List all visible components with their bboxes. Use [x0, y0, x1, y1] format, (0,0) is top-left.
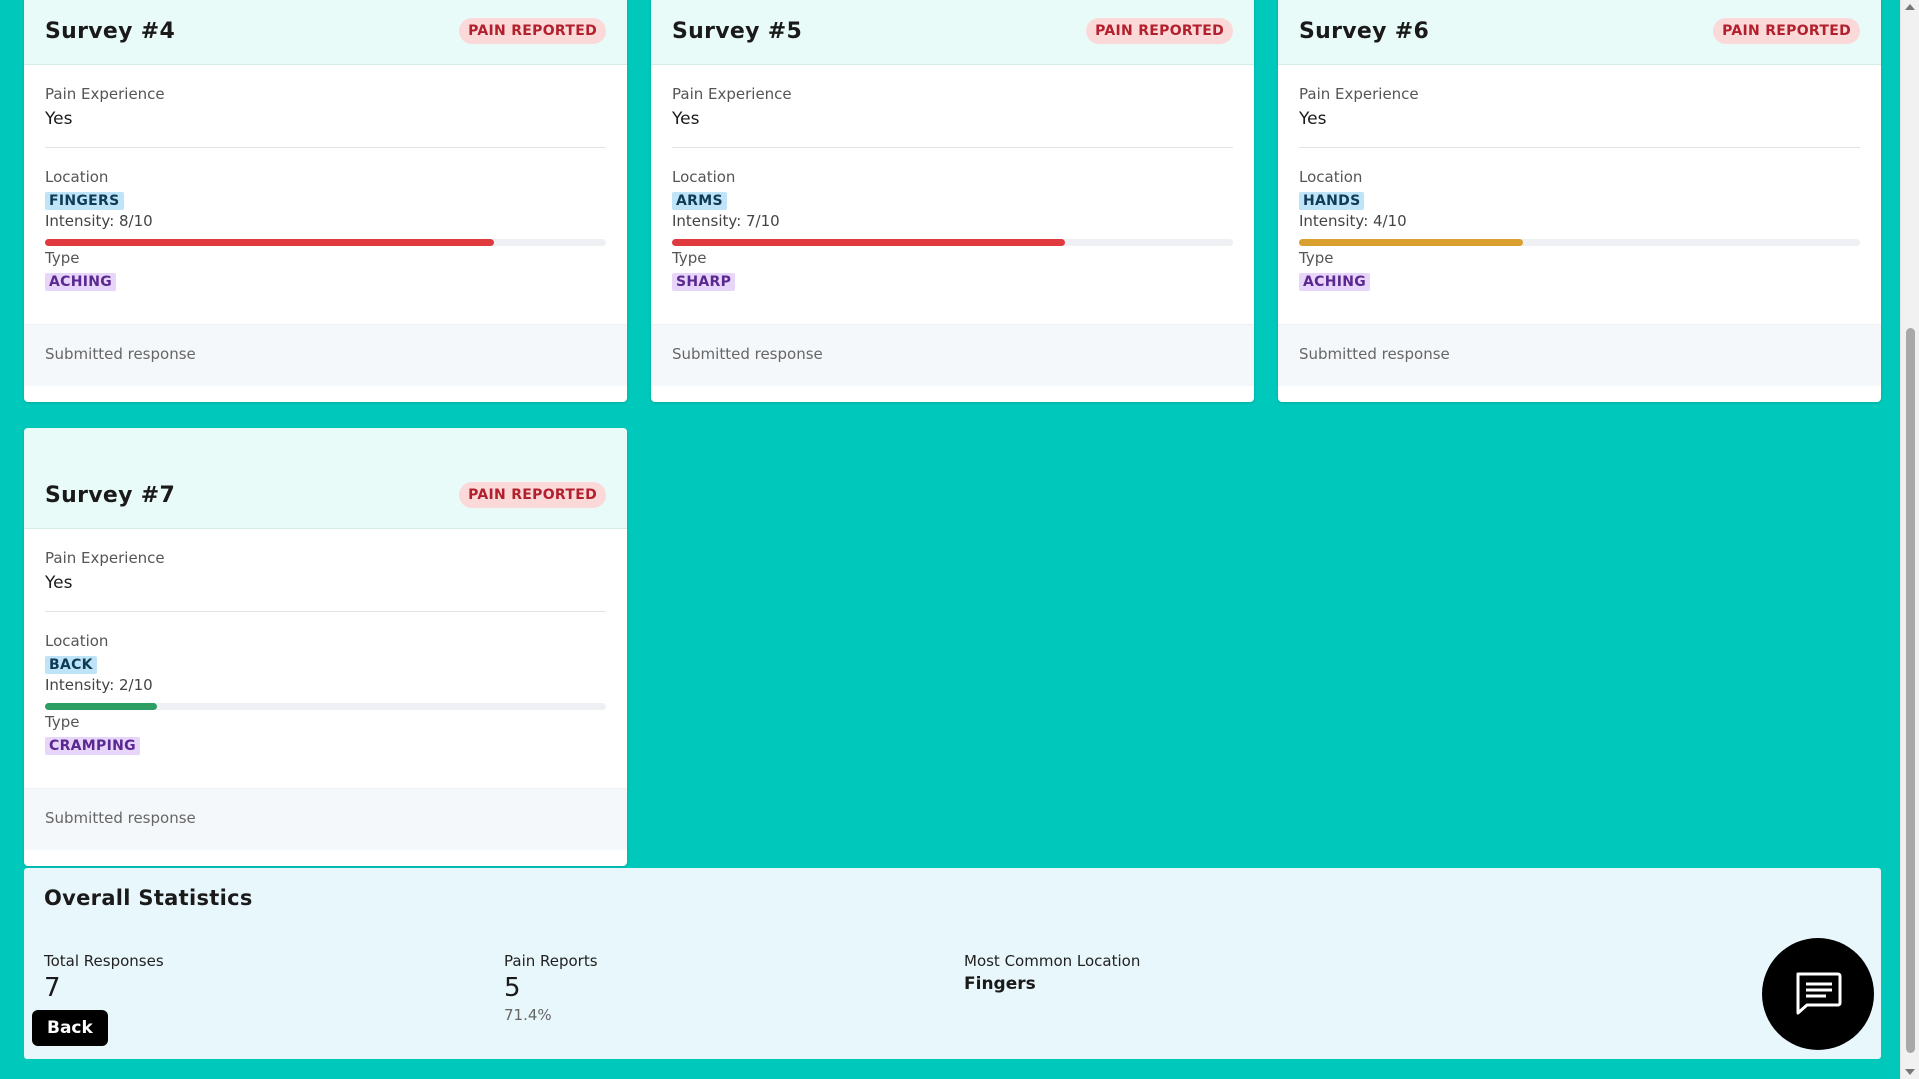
- intensity-text: Intensity: 7/10: [672, 212, 780, 230]
- stat-pain-percent: 71.4%: [504, 1006, 552, 1024]
- survey-card-footer: Submitted response: [1278, 324, 1881, 386]
- survey-card-footer: Submitted response: [651, 324, 1254, 386]
- intensity-bar-fill: [1299, 239, 1524, 246]
- divider: [45, 147, 606, 148]
- intensity-text: Intensity: 2/10: [45, 676, 153, 694]
- pain-reported-badge: PAIN REPORTED: [459, 18, 606, 44]
- stat-pain-label: Pain Reports: [504, 952, 598, 970]
- divider: [45, 611, 606, 612]
- location-label: Location: [1299, 168, 1363, 186]
- location-label: Location: [672, 168, 736, 186]
- intensity-bar: [672, 239, 1233, 246]
- intensity-bar-fill: [672, 239, 1065, 246]
- intensity-bar-fill: [45, 703, 158, 710]
- type-label: Type: [45, 713, 80, 731]
- pain-experience-label: Pain Experience: [672, 85, 792, 103]
- divider: [672, 147, 1233, 148]
- intensity-bar: [45, 703, 606, 710]
- chat-icon: [1793, 971, 1843, 1017]
- survey-card-body: Pain Experience Yes Location ARMS Intens…: [651, 65, 1254, 324]
- pain-experience-value: Yes: [45, 109, 73, 129]
- location-label: Location: [45, 632, 109, 650]
- scrollbar-thumb[interactable]: [1906, 328, 1915, 1053]
- pain-experience-value: Yes: [672, 109, 700, 129]
- stat-pain-value: 5: [504, 973, 521, 1003]
- location-tag: HANDS: [1299, 192, 1365, 210]
- survey-grid: Survey #4 PAIN REPORTED Pain Experience …: [24, 0, 1881, 866]
- vertical-scrollbar[interactable]: [1900, 0, 1919, 1079]
- type-label: Type: [1299, 249, 1334, 267]
- stat-common-value: Fingers: [964, 974, 1036, 994]
- survey-card-body: Pain Experience Yes Location BACK Intens…: [24, 529, 627, 788]
- survey-card: Survey #7 PAIN REPORTED Pain Experience …: [24, 428, 627, 866]
- location-tag: ARMS: [672, 192, 727, 210]
- intensity-text: Intensity: 8/10: [45, 212, 153, 230]
- chat-button[interactable]: [1762, 938, 1874, 1050]
- stat-total-value: 7: [44, 973, 61, 1003]
- pain-experience-label: Pain Experience: [45, 549, 165, 567]
- survey-card-header: Survey #4 PAIN REPORTED: [24, 0, 627, 65]
- intensity-bar-fill: [45, 239, 494, 246]
- scroll-down-icon[interactable]: [1905, 1069, 1915, 1075]
- stat-common-location: Most Common Location Fingers: [964, 952, 1424, 1024]
- pain-type-tag: ACHING: [45, 273, 117, 291]
- type-label: Type: [672, 249, 707, 267]
- pain-reported-badge: PAIN REPORTED: [1713, 18, 1860, 44]
- survey-card-footer: Submitted response: [24, 324, 627, 386]
- type-label: Type: [45, 249, 80, 267]
- survey-card-header: Survey #6 PAIN REPORTED: [1278, 0, 1881, 65]
- stat-pain-reports: Pain Reports 5 71.4%: [504, 952, 964, 1024]
- divider: [1299, 147, 1860, 148]
- survey-card: Survey #5 PAIN REPORTED Pain Experience …: [651, 0, 1254, 402]
- intensity-bar: [1299, 239, 1860, 246]
- survey-card: Survey #6 PAIN REPORTED Pain Experience …: [1278, 0, 1881, 402]
- survey-title: Survey #7: [45, 483, 176, 508]
- pain-experience-value: Yes: [1299, 109, 1327, 129]
- survey-card-body: Pain Experience Yes Location HANDS Inten…: [1278, 65, 1881, 324]
- pain-type-tag: SHARP: [672, 273, 736, 291]
- pain-type-tag: ACHING: [1299, 273, 1371, 291]
- stats-row: Total Responses 7 Pain Reports 5 71.4% M…: [44, 952, 1861, 1024]
- survey-title: Survey #4: [45, 19, 176, 44]
- pain-type-tag: CRAMPING: [45, 737, 140, 755]
- survey-card-body: Pain Experience Yes Location FINGERS Int…: [24, 65, 627, 324]
- stat-total-responses: Total Responses 7: [44, 952, 504, 1024]
- overall-statistics-panel: Overall Statistics Total Responses 7 Pai…: [24, 868, 1881, 1059]
- stat-common-label: Most Common Location: [964, 952, 1141, 970]
- stat-total-label: Total Responses: [44, 952, 164, 970]
- intensity-bar: [45, 239, 606, 246]
- survey-title: Survey #5: [672, 19, 803, 44]
- pain-experience-label: Pain Experience: [1299, 85, 1419, 103]
- back-button[interactable]: Back: [32, 1010, 108, 1046]
- pain-experience-value: Yes: [45, 573, 73, 593]
- survey-card-header: Survey #5 PAIN REPORTED: [651, 0, 1254, 65]
- location-tag: BACK: [45, 656, 97, 674]
- location-label: Location: [45, 168, 109, 186]
- scroll-up-icon[interactable]: [1905, 4, 1915, 10]
- survey-title: Survey #6: [1299, 19, 1430, 44]
- intensity-text: Intensity: 4/10: [1299, 212, 1407, 230]
- location-tag: FINGERS: [45, 192, 124, 210]
- stats-title: Overall Statistics: [44, 886, 253, 910]
- survey-card: Survey #4 PAIN REPORTED Pain Experience …: [24, 0, 627, 402]
- pain-reported-badge: PAIN REPORTED: [459, 482, 606, 508]
- survey-card-header: Survey #7 PAIN REPORTED: [24, 428, 627, 529]
- pain-reported-badge: PAIN REPORTED: [1086, 18, 1233, 44]
- survey-card-footer: Submitted response: [24, 788, 627, 850]
- pain-experience-label: Pain Experience: [45, 85, 165, 103]
